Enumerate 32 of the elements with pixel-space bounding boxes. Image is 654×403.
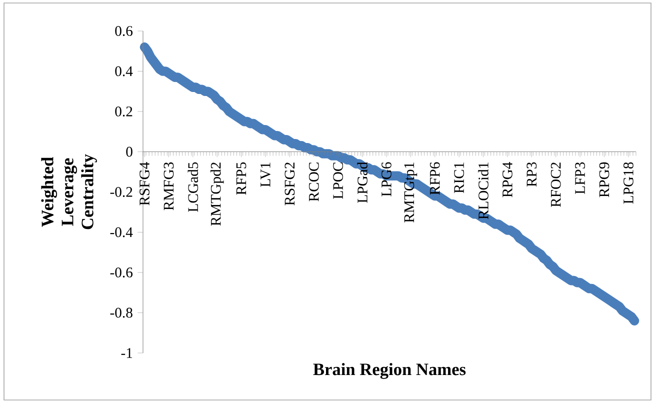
x-tick-label: RFP6 (430, 162, 440, 195)
x-tick-label: LPG6 (382, 162, 392, 196)
x-tick-label: RCOC (308, 162, 319, 202)
x-tick-label: RSFG2 (284, 162, 295, 206)
y-tick-label: 0.4 (115, 66, 133, 76)
y-tick-label: -0.2 (110, 187, 132, 197)
x-tick-label: RLOCid1 (478, 162, 488, 220)
x-tick-label: RP3 (526, 162, 537, 187)
x-tick-label: RPG9 (599, 162, 610, 198)
y-tick-label: 0.2 (115, 106, 132, 116)
y-tick-label: -0.6 (110, 268, 133, 278)
x-tick-label: RMFG3 (164, 162, 174, 210)
x-tick-label: RSFG4 (140, 162, 150, 206)
x-tick-label: RPG4 (502, 162, 512, 198)
x-tick-label: LPOC (333, 162, 344, 199)
x-tick-label: RMTGtp1 (404, 162, 418, 222)
x-tick-label: RIC1 (454, 162, 464, 194)
x-tick-label: LPGad (357, 162, 368, 203)
x-tick-label: RFP5 (236, 162, 246, 195)
y-tick-label: -0.8 (110, 308, 132, 318)
y-tick-label: 0 (126, 146, 132, 157)
x-tick-label: RFOC2 (550, 162, 561, 208)
y-tick-label: -0.4 (110, 227, 133, 238)
x-tick-label: LPG18 (623, 162, 634, 204)
x-tick-label: RMTGpd2 (210, 162, 224, 226)
x-axis-title: Brain Region Names (313, 363, 466, 379)
y-tick-label: -1 (121, 348, 132, 358)
x-tick-label: LCGad5 (188, 162, 198, 212)
y-axis-title: Weighted Leverage Centrality (41, 154, 97, 230)
x-tick-label: LFP3 (575, 162, 585, 194)
x-tick-label: LV1 (260, 162, 270, 187)
y-tick-label: 0.6 (115, 26, 133, 36)
